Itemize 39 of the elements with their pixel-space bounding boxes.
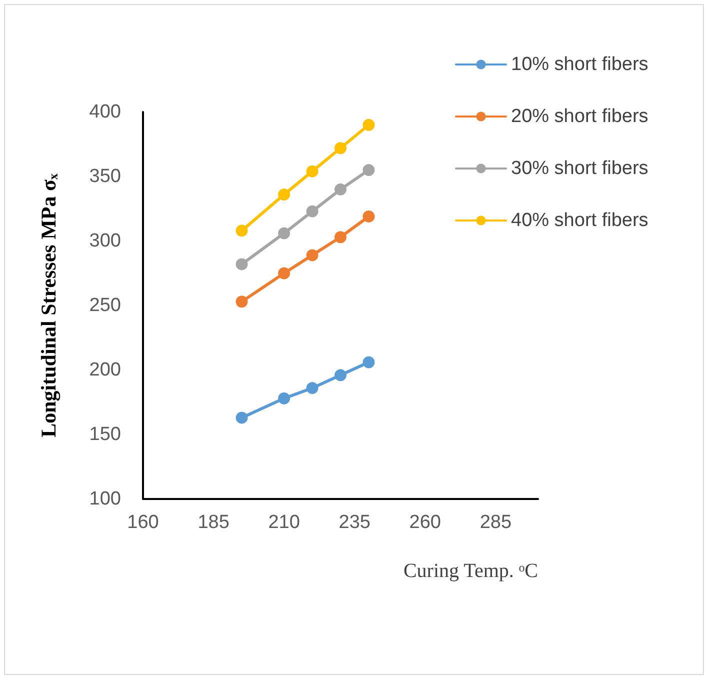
point [236, 224, 248, 237]
x-tick-label: 160 [127, 512, 159, 533]
point [362, 164, 375, 176]
y-tick-label: 300 [89, 230, 121, 252]
point [334, 142, 346, 154]
y-tick-label: 150 [89, 424, 121, 445]
x-tick-label: 260 [409, 512, 441, 533]
point [306, 382, 318, 394]
point [306, 205, 318, 218]
point [236, 258, 248, 270]
point [236, 412, 248, 424]
x-axis-title: Curing Temp. ᵒC [403, 560, 538, 582]
point [306, 249, 318, 262]
point [362, 356, 375, 368]
x-tick-label: 185 [198, 512, 230, 533]
y-tick-label: 200 [89, 360, 121, 380]
y-tick-label: 100 [89, 488, 121, 510]
point [362, 210, 375, 222]
x-tick-label: 210 [268, 512, 300, 533]
legend-label: 30% short fibers [511, 158, 648, 179]
point [362, 118, 375, 131]
point [236, 296, 248, 308]
point [334, 183, 346, 196]
y-tick-label: 350 [89, 166, 121, 187]
x-tick-label: 235 [338, 512, 370, 533]
point [278, 188, 290, 201]
y-tick-label: 250 [89, 295, 121, 316]
point [278, 267, 290, 280]
y-tick-label: 400 [89, 102, 121, 122]
legend-label: 20% short fibers [511, 106, 648, 127]
point [306, 165, 318, 178]
legend-label: 10% short fibers [511, 54, 648, 75]
y-axis-title: Longitudinal Stresses MPa σₓ [36, 172, 60, 438]
point [334, 231, 346, 244]
legend-label: 40% short fibers [511, 210, 648, 231]
point [278, 392, 290, 404]
point [278, 227, 290, 240]
point [334, 369, 346, 382]
x-tick-label: 285 [480, 512, 512, 533]
